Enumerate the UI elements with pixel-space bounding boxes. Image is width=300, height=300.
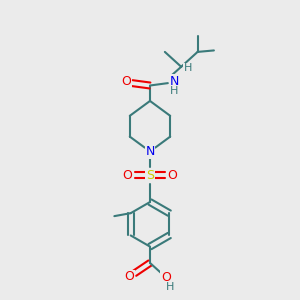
Text: O: O <box>161 271 171 284</box>
Text: H: H <box>184 63 192 73</box>
Text: O: O <box>122 169 132 182</box>
Text: N: N <box>145 145 155 158</box>
Text: O: O <box>168 169 178 182</box>
Text: H: H <box>165 282 174 292</box>
Text: N: N <box>170 75 179 88</box>
Text: O: O <box>121 75 131 88</box>
Text: H: H <box>170 86 178 96</box>
Text: S: S <box>146 169 154 182</box>
Text: O: O <box>124 270 134 284</box>
